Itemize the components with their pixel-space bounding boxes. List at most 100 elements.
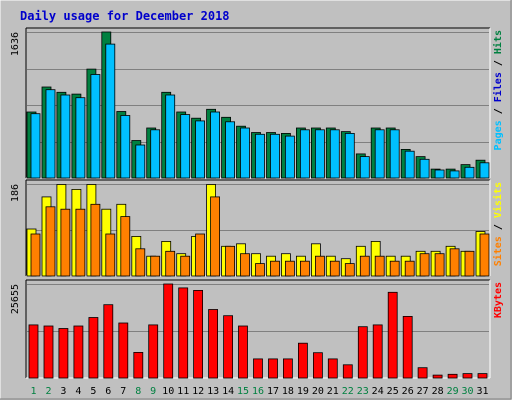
bar-files-day-2	[45, 89, 56, 179]
bar-kbytes-day-11	[178, 287, 189, 379]
x-tick-label-day-15: 15	[237, 386, 249, 397]
x-tick-label-day-12: 12	[192, 386, 204, 397]
bar-files-day-8	[135, 144, 146, 179]
bar-kbytes-day-4	[73, 325, 84, 379]
x-tick-label-day-16: 16	[252, 386, 264, 397]
series-files	[30, 43, 490, 179]
bar-sites-day-2	[45, 206, 56, 277]
x-tick-label-day-7: 7	[120, 386, 126, 397]
bar-sites-day-13	[210, 196, 221, 277]
bar-sites-day-16	[255, 263, 265, 277]
legend-entry: Files	[492, 72, 504, 102]
panel-kbytes: 25655 KBytes	[10, 279, 504, 379]
y-max-label: 1636	[10, 32, 21, 56]
bar-sites-day-30	[464, 250, 475, 277]
bar-files-day-16	[255, 133, 265, 179]
bar-kbytes-day-17	[268, 358, 278, 379]
x-tick-label-day-19: 19	[297, 386, 309, 397]
bar-files-day-4	[75, 97, 86, 179]
bar-files-day-15	[240, 127, 250, 179]
bar-kbytes-day-25	[387, 291, 398, 379]
bar-sites-day-27	[419, 253, 430, 277]
bar-files-day-20	[314, 129, 325, 179]
x-tick-label-day-1: 1	[30, 386, 36, 397]
bar-files-day-19	[299, 129, 310, 179]
bar-files-day-3	[60, 94, 71, 179]
bar-kbytes-day-7	[118, 322, 129, 379]
x-tick-label-day-29: 29	[447, 386, 459, 397]
panel-legend: KBytes	[493, 282, 504, 318]
bar-sites-day-12	[195, 233, 206, 277]
bar-kbytes-day-20	[312, 352, 323, 379]
bar-sites-day-25	[389, 260, 400, 277]
bar-kbytes-day-24	[372, 324, 383, 379]
bar-kbytes-day-13	[208, 309, 219, 379]
x-axis-day-labels: 1 2 3 4 5 6 7 8 9 10 11 12 13 14 15 16 17 18 19 20 21 22 23 24 2…	[30, 386, 488, 397]
legend-entry: /	[493, 218, 504, 236]
x-tick-label-day-24: 24	[372, 386, 384, 397]
bar-sites-day-3	[60, 208, 71, 277]
bar-sites-day-5	[90, 203, 101, 277]
panel-legend: Sites / Visits	[492, 182, 504, 266]
bar-files-day-28	[434, 169, 445, 179]
bar-sites-day-6	[105, 233, 116, 277]
panel-visitors: 186 Sites / Visits	[10, 179, 504, 277]
bar-sites-day-1	[30, 233, 41, 277]
panel-legend: Pages / Files / Hits	[492, 30, 504, 150]
x-tick-label-day-27: 27	[417, 386, 429, 397]
bar-files-day-23	[359, 156, 370, 179]
bar-sites-day-4	[75, 208, 86, 277]
x-tick-label-day-9: 9	[150, 386, 156, 397]
bar-files-day-5	[90, 74, 101, 179]
x-tick-label-day-4: 4	[75, 386, 81, 397]
bar-kbytes-day-27	[417, 367, 428, 379]
x-tick-label-day-3: 3	[60, 386, 66, 397]
bar-files-day-10	[165, 94, 176, 179]
bar-files-day-27	[419, 158, 430, 179]
x-tick-label-day-31: 31	[476, 386, 488, 397]
x-tick-label-day-28: 28	[432, 386, 444, 397]
bar-sites-day-15	[240, 253, 250, 277]
bar-files-day-26	[404, 150, 415, 179]
bar-kbytes-day-9	[148, 324, 159, 379]
bar-kbytes-day-19	[297, 342, 308, 379]
bar-kbytes-day-16	[253, 358, 263, 379]
x-tick-label-day-8: 8	[135, 386, 141, 397]
bar-kbytes-day-30	[462, 373, 473, 379]
x-tick-label-day-30: 30	[461, 386, 473, 397]
bar-files-day-29	[449, 170, 460, 179]
x-tick-label-day-25: 25	[387, 386, 399, 397]
bar-sites-day-26	[404, 260, 415, 277]
bar-kbytes-day-2	[43, 325, 54, 379]
bar-files-day-1	[30, 113, 41, 179]
bar-kbytes-day-1	[28, 324, 39, 379]
bar-sites-day-19	[299, 260, 310, 277]
bar-kbytes-day-28	[432, 374, 443, 379]
bar-kbytes-day-29	[447, 373, 458, 379]
bar-kbytes-day-15	[238, 325, 248, 379]
x-tick-label-day-21: 21	[327, 386, 339, 397]
bar-sites-day-14	[225, 245, 236, 277]
legend-entry: Hits	[492, 30, 504, 54]
series-sites	[30, 196, 490, 277]
bar-files-day-17	[270, 133, 280, 179]
panel-requests: 1636 Pages / Files / Hits	[10, 27, 504, 179]
bar-kbytes-day-8	[133, 351, 144, 379]
x-tick-label-day-17: 17	[267, 386, 279, 397]
x-tick-label-day-13: 13	[207, 386, 219, 397]
bar-sites-day-18	[284, 260, 295, 277]
bar-files-day-7	[120, 115, 131, 179]
x-tick-label-day-11: 11	[177, 386, 189, 397]
bar-files-day-22	[344, 132, 355, 179]
legend-entry: Sites	[492, 236, 504, 266]
legend-entry: /	[493, 54, 504, 72]
bar-sites-day-9	[150, 255, 161, 277]
bar-files-day-25	[389, 129, 400, 179]
x-tick-label-day-20: 20	[312, 386, 324, 397]
y-max-label: 186	[10, 184, 21, 202]
bar-kbytes-day-6	[103, 304, 114, 379]
bar-files-day-31	[479, 162, 490, 179]
bar-files-day-30	[464, 166, 475, 179]
bar-sites-day-20	[314, 255, 325, 277]
